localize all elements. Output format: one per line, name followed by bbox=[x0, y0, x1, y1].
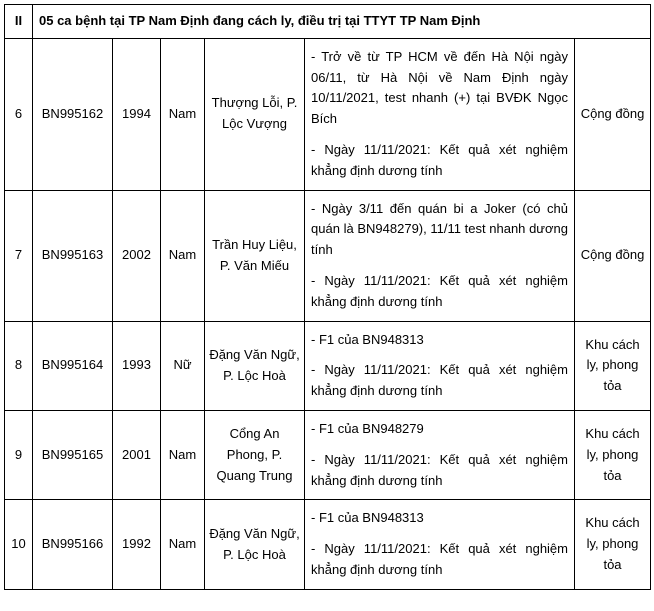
desc-paragraph: - Trở về từ TP HCM về đến Hà Nội ngày 06… bbox=[311, 47, 568, 130]
cell-gender: Nam bbox=[161, 500, 205, 589]
desc-paragraph: - F1 của BN948313 bbox=[311, 330, 568, 351]
cell-code: BN995166 bbox=[33, 500, 113, 589]
desc-paragraph: - Ngày 3/11 đến quán bi a Joker (có chủ … bbox=[311, 199, 568, 261]
desc-paragraph: - F1 của BN948313 bbox=[311, 508, 568, 529]
cell-description: - F1 của BN948313 - Ngày 11/11/2021: Kết … bbox=[305, 321, 575, 410]
cell-stt: 8 bbox=[5, 321, 33, 410]
cell-year: 1994 bbox=[113, 38, 161, 190]
cell-year: 1993 bbox=[113, 321, 161, 410]
desc-paragraph: - Ngày 11/11/2021: Kết quả xét nghiệm kh… bbox=[311, 140, 568, 182]
cell-year: 2002 bbox=[113, 190, 161, 321]
cell-description: - F1 của BN948313 - Ngày 11/11/2021: Kết … bbox=[305, 500, 575, 589]
cell-gender: Nam bbox=[161, 38, 205, 190]
cell-description: - Ngày 3/11 đến quán bi a Joker (có chủ … bbox=[305, 190, 575, 321]
section-number: II bbox=[5, 5, 33, 39]
table-row: 8BN9951641993NữĐặng Văn Ngữ, P. Lộc Hoà-… bbox=[5, 321, 651, 410]
desc-paragraph: - Ngày 11/11/2021: Kết quả xét nghiệm kh… bbox=[311, 450, 568, 492]
cell-address: Đặng Văn Ngữ, P. Lộc Hoà bbox=[205, 500, 305, 589]
cell-year: 1992 bbox=[113, 500, 161, 589]
cell-description: - Trở về từ TP HCM về đến Hà Nội ngày 06… bbox=[305, 38, 575, 190]
desc-paragraph: - Ngày 11/11/2021: Kết quả xét nghiệm kh… bbox=[311, 360, 568, 402]
table-body: II05 ca bệnh tại TP Nam Định đang cách l… bbox=[5, 5, 651, 590]
cell-address: Trần Huy Liệu, P. Văn Miếu bbox=[205, 190, 305, 321]
cell-code: BN995165 bbox=[33, 410, 113, 499]
section-title: 05 ca bệnh tại TP Nam Định đang cách ly,… bbox=[33, 5, 651, 39]
cell-year: 2001 bbox=[113, 410, 161, 499]
table-row: 9BN9951652001NamCổng An Phong, P. Quang … bbox=[5, 410, 651, 499]
table-row: 7BN9951632002NamTrần Huy Liệu, P. Văn Mi… bbox=[5, 190, 651, 321]
desc-paragraph: - Ngày 11/11/2021: Kết quả xét nghiệm kh… bbox=[311, 271, 568, 313]
desc-paragraph: - Ngày 11/11/2021: Kết quả xét nghiệm kh… bbox=[311, 539, 568, 581]
cell-description: - F1 của BN948279 - Ngày 11/11/2021: Kết … bbox=[305, 410, 575, 499]
cell-gender: Nam bbox=[161, 190, 205, 321]
cell-gender: Nữ bbox=[161, 321, 205, 410]
section-header-row: II05 ca bệnh tại TP Nam Định đang cách l… bbox=[5, 5, 651, 39]
cell-code: BN995162 bbox=[33, 38, 113, 190]
cell-code: BN995163 bbox=[33, 190, 113, 321]
cell-address: Thượng Lỗi, P. Lộc Vượng bbox=[205, 38, 305, 190]
cell-source: Cộng đồng bbox=[575, 190, 651, 321]
cell-stt: 7 bbox=[5, 190, 33, 321]
cell-source: Cộng đồng bbox=[575, 38, 651, 190]
cell-stt: 9 bbox=[5, 410, 33, 499]
cell-address: Cổng An Phong, P. Quang Trung bbox=[205, 410, 305, 499]
cell-source: Khu cách ly, phong tỏa bbox=[575, 500, 651, 589]
cell-address: Đặng Văn Ngữ, P. Lộc Hoà bbox=[205, 321, 305, 410]
cell-stt: 10 bbox=[5, 500, 33, 589]
cell-code: BN995164 bbox=[33, 321, 113, 410]
table-row: 10BN9951661992NamĐặng Văn Ngữ, P. Lộc Ho… bbox=[5, 500, 651, 589]
desc-paragraph: - F1 của BN948279 bbox=[311, 419, 568, 440]
case-table: II05 ca bệnh tại TP Nam Định đang cách l… bbox=[4, 4, 651, 590]
cell-source: Khu cách ly, phong tỏa bbox=[575, 321, 651, 410]
cell-stt: 6 bbox=[5, 38, 33, 190]
cell-gender: Nam bbox=[161, 410, 205, 499]
cell-source: Khu cách ly, phong tỏa bbox=[575, 410, 651, 499]
table-row: 6BN9951621994NamThượng Lỗi, P. Lộc Vượng… bbox=[5, 38, 651, 190]
